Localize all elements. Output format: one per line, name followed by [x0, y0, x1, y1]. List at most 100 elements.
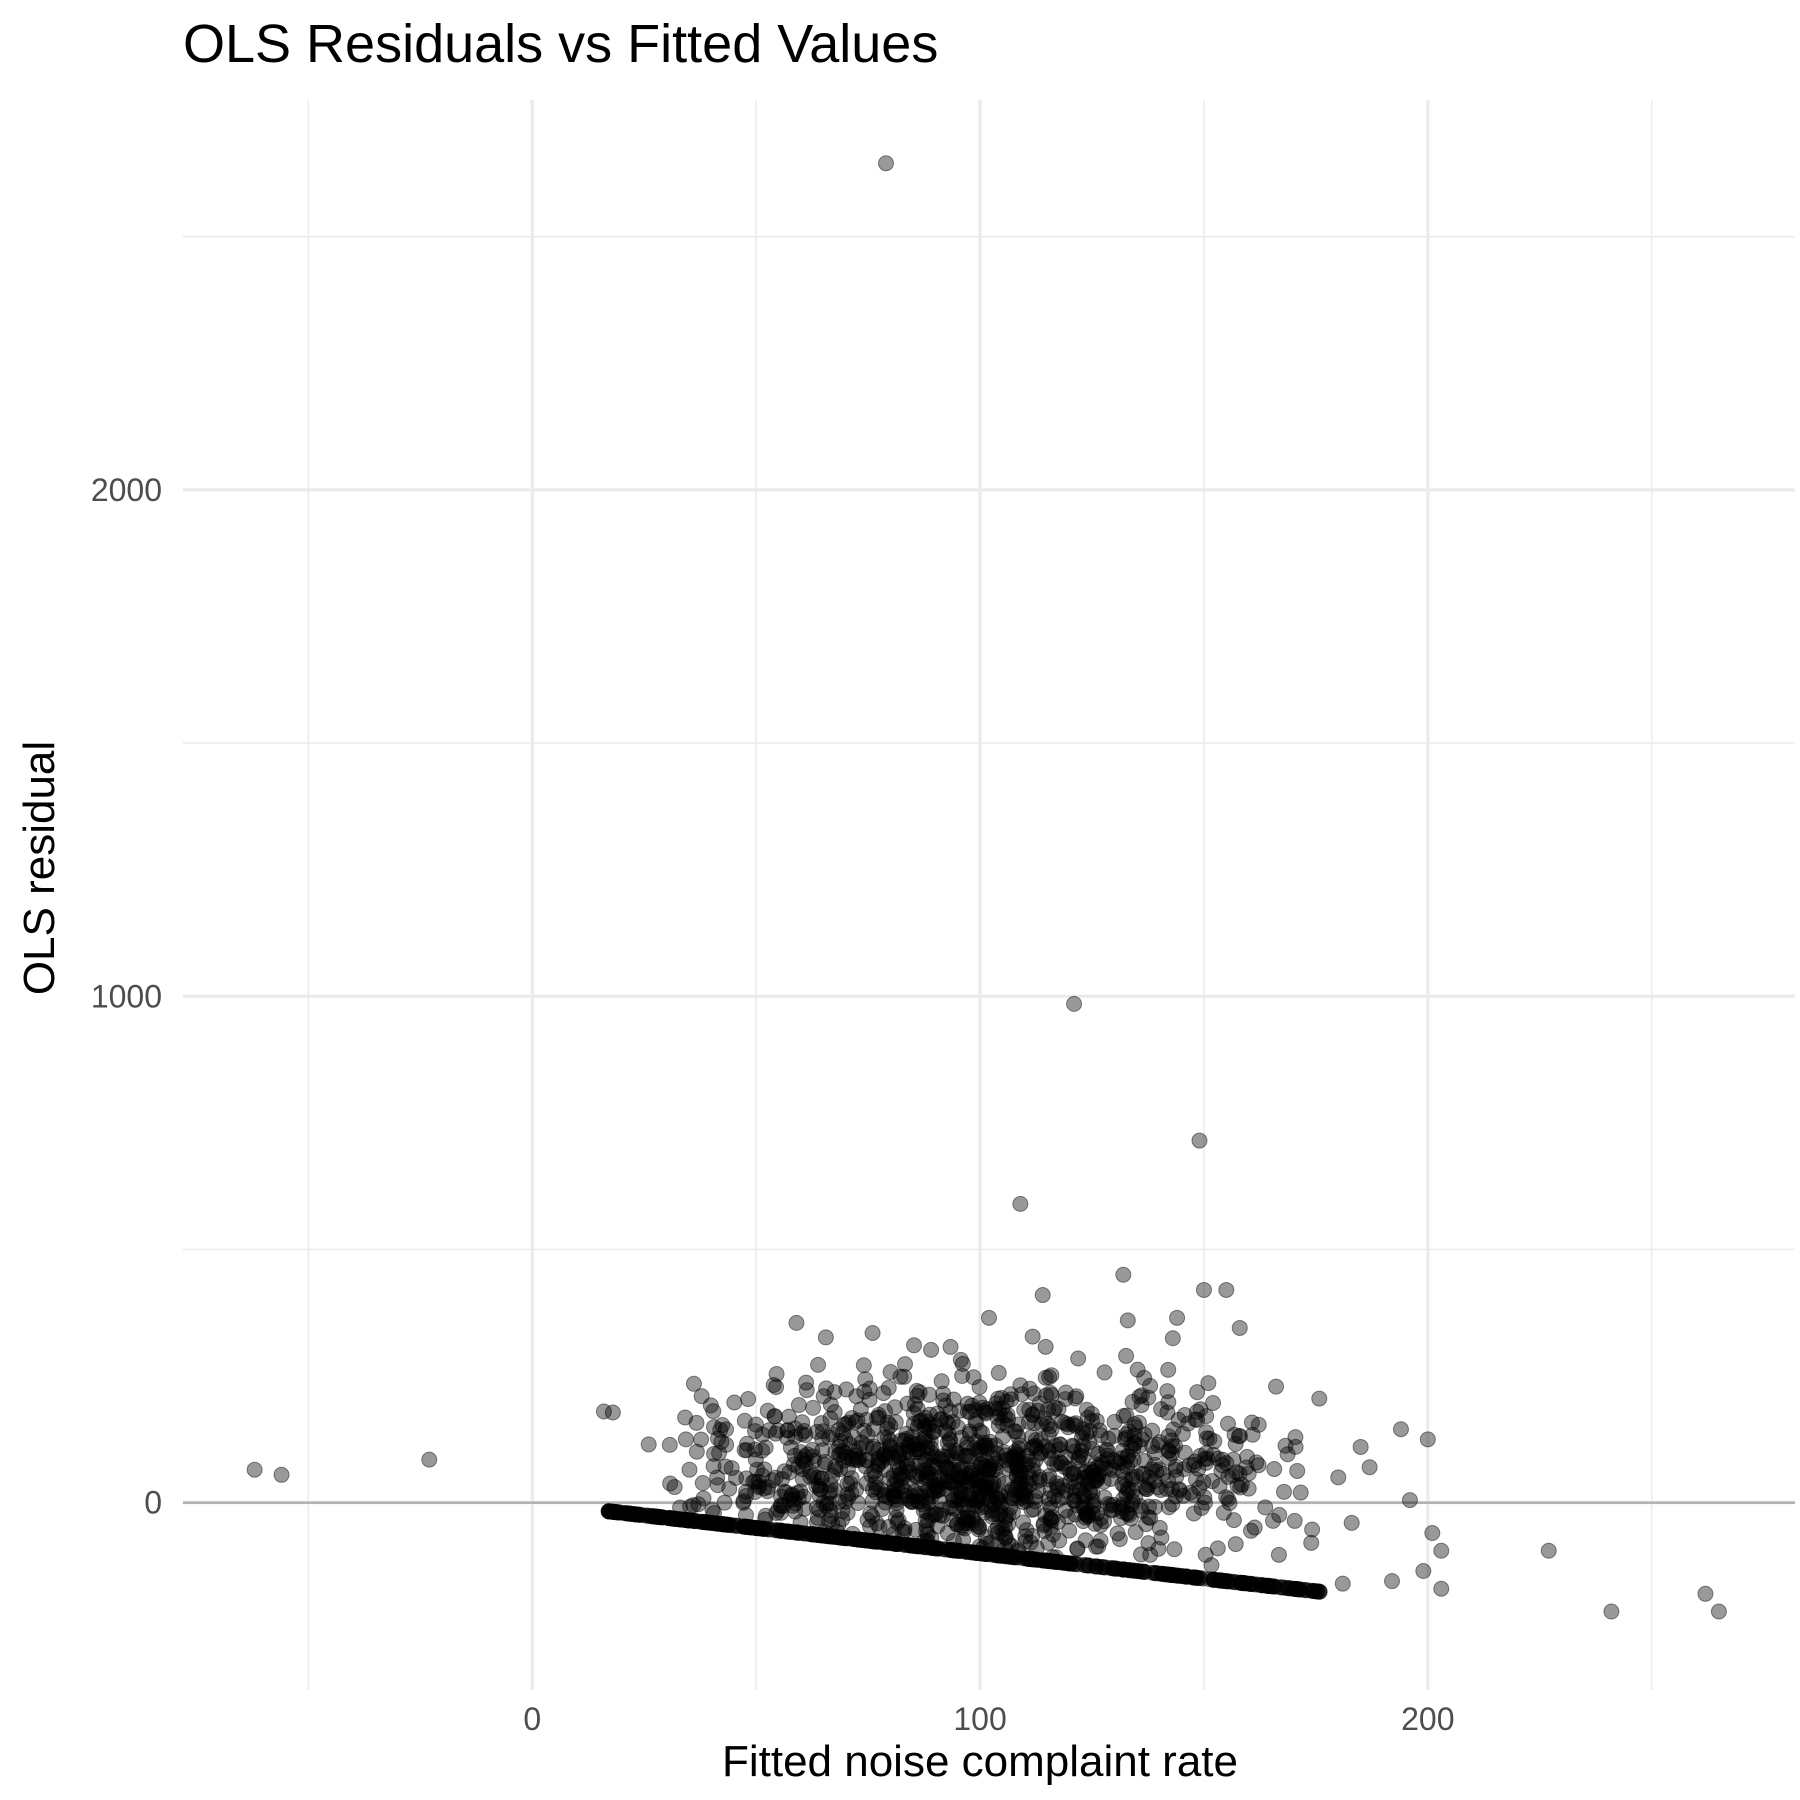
data-point	[1080, 1557, 1097, 1574]
data-point	[679, 1512, 696, 1529]
data-point	[796, 1525, 813, 1542]
data-point	[1069, 1541, 1086, 1558]
data-point	[1065, 1492, 1082, 1509]
data-point	[608, 1504, 625, 1521]
data-point	[619, 1505, 636, 1522]
data-point	[1070, 1449, 1087, 1466]
data-point	[1218, 1573, 1235, 1590]
data-point	[1010, 1462, 1027, 1479]
data-point	[647, 1508, 664, 1525]
data-point	[1219, 1415, 1236, 1432]
data-point	[1226, 1574, 1243, 1591]
data-point	[1138, 1516, 1155, 1533]
data-point	[805, 1526, 822, 1543]
data-point	[939, 1434, 956, 1451]
data-point	[961, 1423, 978, 1440]
data-point	[810, 1526, 827, 1543]
data-point	[852, 1401, 869, 1418]
data-point	[1106, 1427, 1123, 1444]
data-point	[1242, 1522, 1259, 1539]
data-point	[866, 1533, 883, 1550]
data-point	[688, 1443, 705, 1460]
data-point	[1166, 1541, 1183, 1558]
data-point	[1049, 1554, 1066, 1571]
data-point	[1119, 1312, 1136, 1329]
data-point	[1304, 1521, 1321, 1538]
data-point	[990, 1524, 1007, 1541]
data-point	[1083, 1461, 1100, 1478]
data-point	[1114, 1463, 1131, 1480]
data-point	[982, 1492, 999, 1509]
data-point	[723, 1460, 740, 1477]
data-point	[678, 1512, 695, 1529]
data-point	[1005, 1448, 1022, 1465]
data-point	[924, 1539, 941, 1556]
data-point	[1129, 1563, 1146, 1580]
data-point	[1033, 1416, 1050, 1433]
data-point	[889, 1482, 906, 1499]
data-point	[607, 1503, 624, 1520]
data-point	[848, 1531, 865, 1548]
data-point	[1163, 1566, 1180, 1583]
data-point	[1070, 1556, 1087, 1573]
data-point	[1000, 1534, 1017, 1551]
data-point	[1263, 1578, 1280, 1595]
data-point	[1212, 1572, 1229, 1589]
data-point	[1099, 1447, 1116, 1464]
data-point	[944, 1474, 961, 1491]
data-point	[1080, 1557, 1097, 1574]
data-point	[977, 1404, 994, 1421]
data-point	[624, 1505, 641, 1522]
data-point	[1002, 1499, 1019, 1516]
data-point	[895, 1468, 912, 1485]
data-point	[739, 1519, 756, 1536]
data-point	[1178, 1568, 1195, 1585]
data-point	[768, 1522, 785, 1539]
data-point	[1258, 1577, 1275, 1594]
data-point	[739, 1435, 756, 1452]
data-point	[820, 1512, 837, 1529]
data-point	[1124, 1468, 1141, 1485]
data-point	[1012, 1195, 1029, 1212]
data-point	[620, 1505, 637, 1522]
data-point	[911, 1465, 928, 1482]
data-point	[1033, 1444, 1050, 1461]
data-point	[969, 1469, 986, 1486]
data-point	[986, 1452, 1003, 1469]
data-point	[824, 1426, 841, 1443]
data-point	[942, 1448, 959, 1465]
data-point	[969, 1491, 986, 1508]
data-point	[1064, 1416, 1081, 1433]
data-point	[886, 1535, 903, 1552]
data-point	[605, 1503, 622, 1520]
data-point	[1177, 1568, 1194, 1585]
data-point	[834, 1529, 851, 1546]
data-point	[782, 1523, 799, 1540]
data-point	[1025, 1551, 1042, 1568]
data-point	[918, 1517, 935, 1534]
data-point	[1047, 1553, 1064, 1570]
data-point	[1021, 1401, 1038, 1418]
data-point	[672, 1499, 689, 1516]
data-point	[1153, 1529, 1170, 1546]
data-point	[1241, 1575, 1258, 1592]
data-point	[926, 1483, 943, 1500]
data-point	[867, 1533, 884, 1550]
data-point	[1079, 1409, 1096, 1426]
data-point	[1195, 1570, 1212, 1587]
data-point	[1040, 1534, 1057, 1551]
data-point	[1114, 1561, 1131, 1578]
data-point	[604, 1404, 621, 1421]
data-point	[1303, 1582, 1320, 1599]
data-point	[821, 1485, 838, 1502]
data-point	[1114, 1561, 1131, 1578]
data-point	[690, 1496, 707, 1513]
data-point	[1124, 1471, 1141, 1488]
data-point	[992, 1547, 1009, 1564]
data-point	[997, 1528, 1014, 1545]
data-point	[1216, 1572, 1233, 1589]
data-point	[1260, 1577, 1277, 1594]
data-point	[918, 1523, 935, 1540]
data-point	[817, 1527, 834, 1544]
data-point	[1060, 1419, 1077, 1436]
